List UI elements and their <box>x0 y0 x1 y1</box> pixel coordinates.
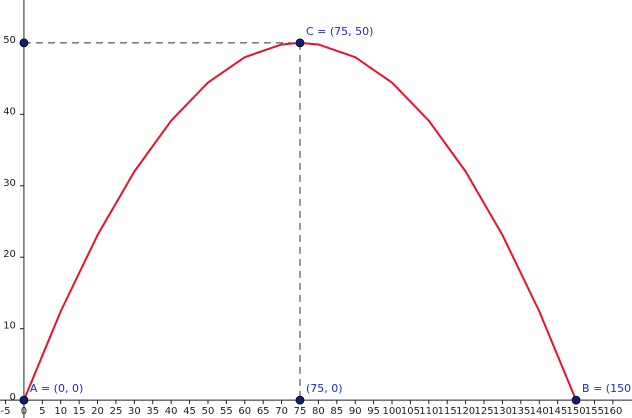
x-tick-label: 115 <box>438 406 457 417</box>
x-tick-label: -5 <box>1 406 11 417</box>
x-tick-label: 15 <box>73 406 86 417</box>
x-tick-label: 145 <box>548 406 567 417</box>
x-tick-label: 95 <box>367 406 380 417</box>
point-label: (75, 0) <box>306 382 343 395</box>
y-tick-label: 10 <box>3 321 16 332</box>
x-tick-label: 50 <box>202 406 215 417</box>
x-tick-label: 155 <box>585 406 604 417</box>
x-tick-label: 75 <box>294 406 307 417</box>
x-tick-label: 160 <box>603 406 622 417</box>
point <box>19 395 29 405</box>
x-tick-label: 60 <box>238 406 251 417</box>
x-tick-label: 25 <box>110 406 123 417</box>
x-tick-label: 150 <box>567 406 586 417</box>
point-label: B = (150, 0) <box>582 382 632 395</box>
y-tick-label: 20 <box>3 249 16 260</box>
point-label: C = (75, 50) <box>306 25 373 38</box>
point <box>571 395 581 405</box>
y-tick-label: 40 <box>3 106 16 117</box>
x-tick-label: 110 <box>419 406 438 417</box>
point-label: A = (0, 0) <box>30 382 83 395</box>
x-tick-label: 135 <box>511 406 530 417</box>
x-tick-label: 70 <box>275 406 288 417</box>
x-tick-label: 140 <box>530 406 549 417</box>
x-tick-label: 100 <box>382 406 401 417</box>
x-tick-label: 40 <box>165 406 178 417</box>
y-tick-label: 0 <box>10 392 16 403</box>
x-tick-label: 130 <box>493 406 512 417</box>
point <box>295 395 305 405</box>
x-tick-label: 10 <box>54 406 67 417</box>
point <box>19 38 29 48</box>
x-tick-label: 45 <box>183 406 196 417</box>
x-tick-label: 20 <box>91 406 104 417</box>
x-tick-label: 0 <box>21 406 27 417</box>
point <box>295 38 305 48</box>
x-tick-label: 105 <box>401 406 420 417</box>
y-tick-label: 30 <box>3 178 16 189</box>
x-tick-label: 80 <box>312 406 325 417</box>
x-tick-label: 125 <box>474 406 493 417</box>
x-tick-label: 120 <box>456 406 475 417</box>
x-tick-label: 30 <box>128 406 141 417</box>
x-tick-label: 55 <box>220 406 233 417</box>
x-tick-label: 90 <box>349 406 362 417</box>
x-tick-label: 5 <box>39 406 45 417</box>
x-tick-label: 35 <box>146 406 159 417</box>
y-tick-label: 50 <box>3 35 16 46</box>
x-tick-label: 65 <box>257 406 270 417</box>
x-tick-label: 85 <box>330 406 343 417</box>
